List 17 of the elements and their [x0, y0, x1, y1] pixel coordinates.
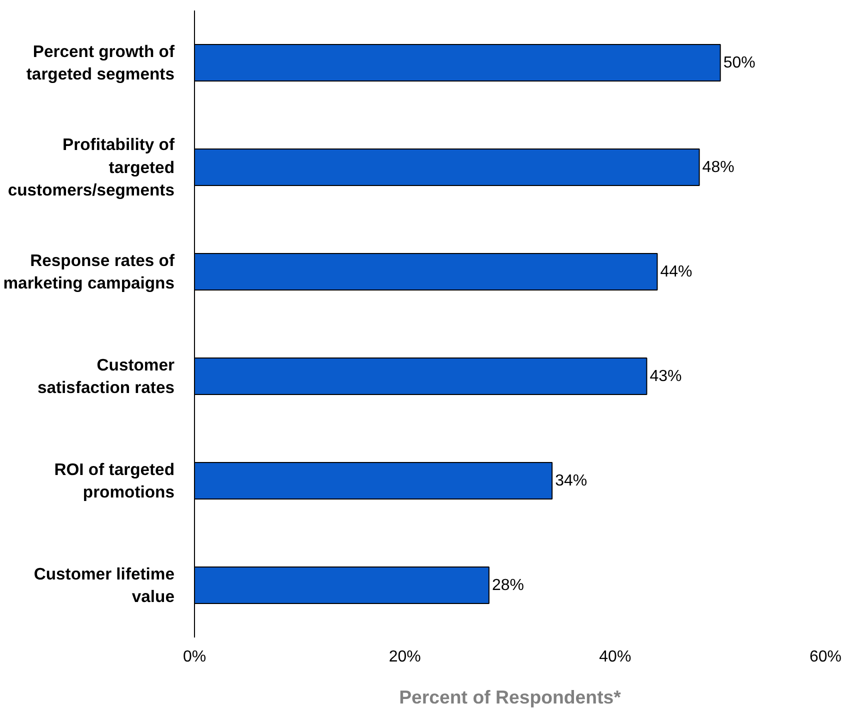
data-label: 34%: [555, 472, 588, 490]
data-label: 48%: [702, 158, 734, 176]
x-tick-label: 20%: [388, 648, 421, 666]
y-tick-label: ROI of targeted promotions: [54, 460, 175, 502]
x-tick-label: 40%: [599, 648, 632, 666]
x-axis-title: Percent of Respondents*: [399, 686, 622, 708]
y-tick-label: Percent growth of targeted segments: [26, 42, 175, 84]
y-tick-label: Profitability of targeted customers/segments: [8, 134, 175, 200]
data-label: 50%: [723, 54, 756, 72]
data-label: 44%: [660, 263, 692, 280]
y-tick-label: Customer satisfaction rates: [37, 355, 176, 398]
data-label: 28%: [492, 576, 524, 594]
y-tick-label: Response rates of marketing campaigns: [3, 250, 175, 293]
y-tick-label: Customer lifetime value: [34, 564, 175, 606]
data-label: 43%: [650, 368, 682, 385]
x-tick-label: 60%: [809, 648, 842, 666]
x-tick-label: 0%: [182, 648, 206, 666]
